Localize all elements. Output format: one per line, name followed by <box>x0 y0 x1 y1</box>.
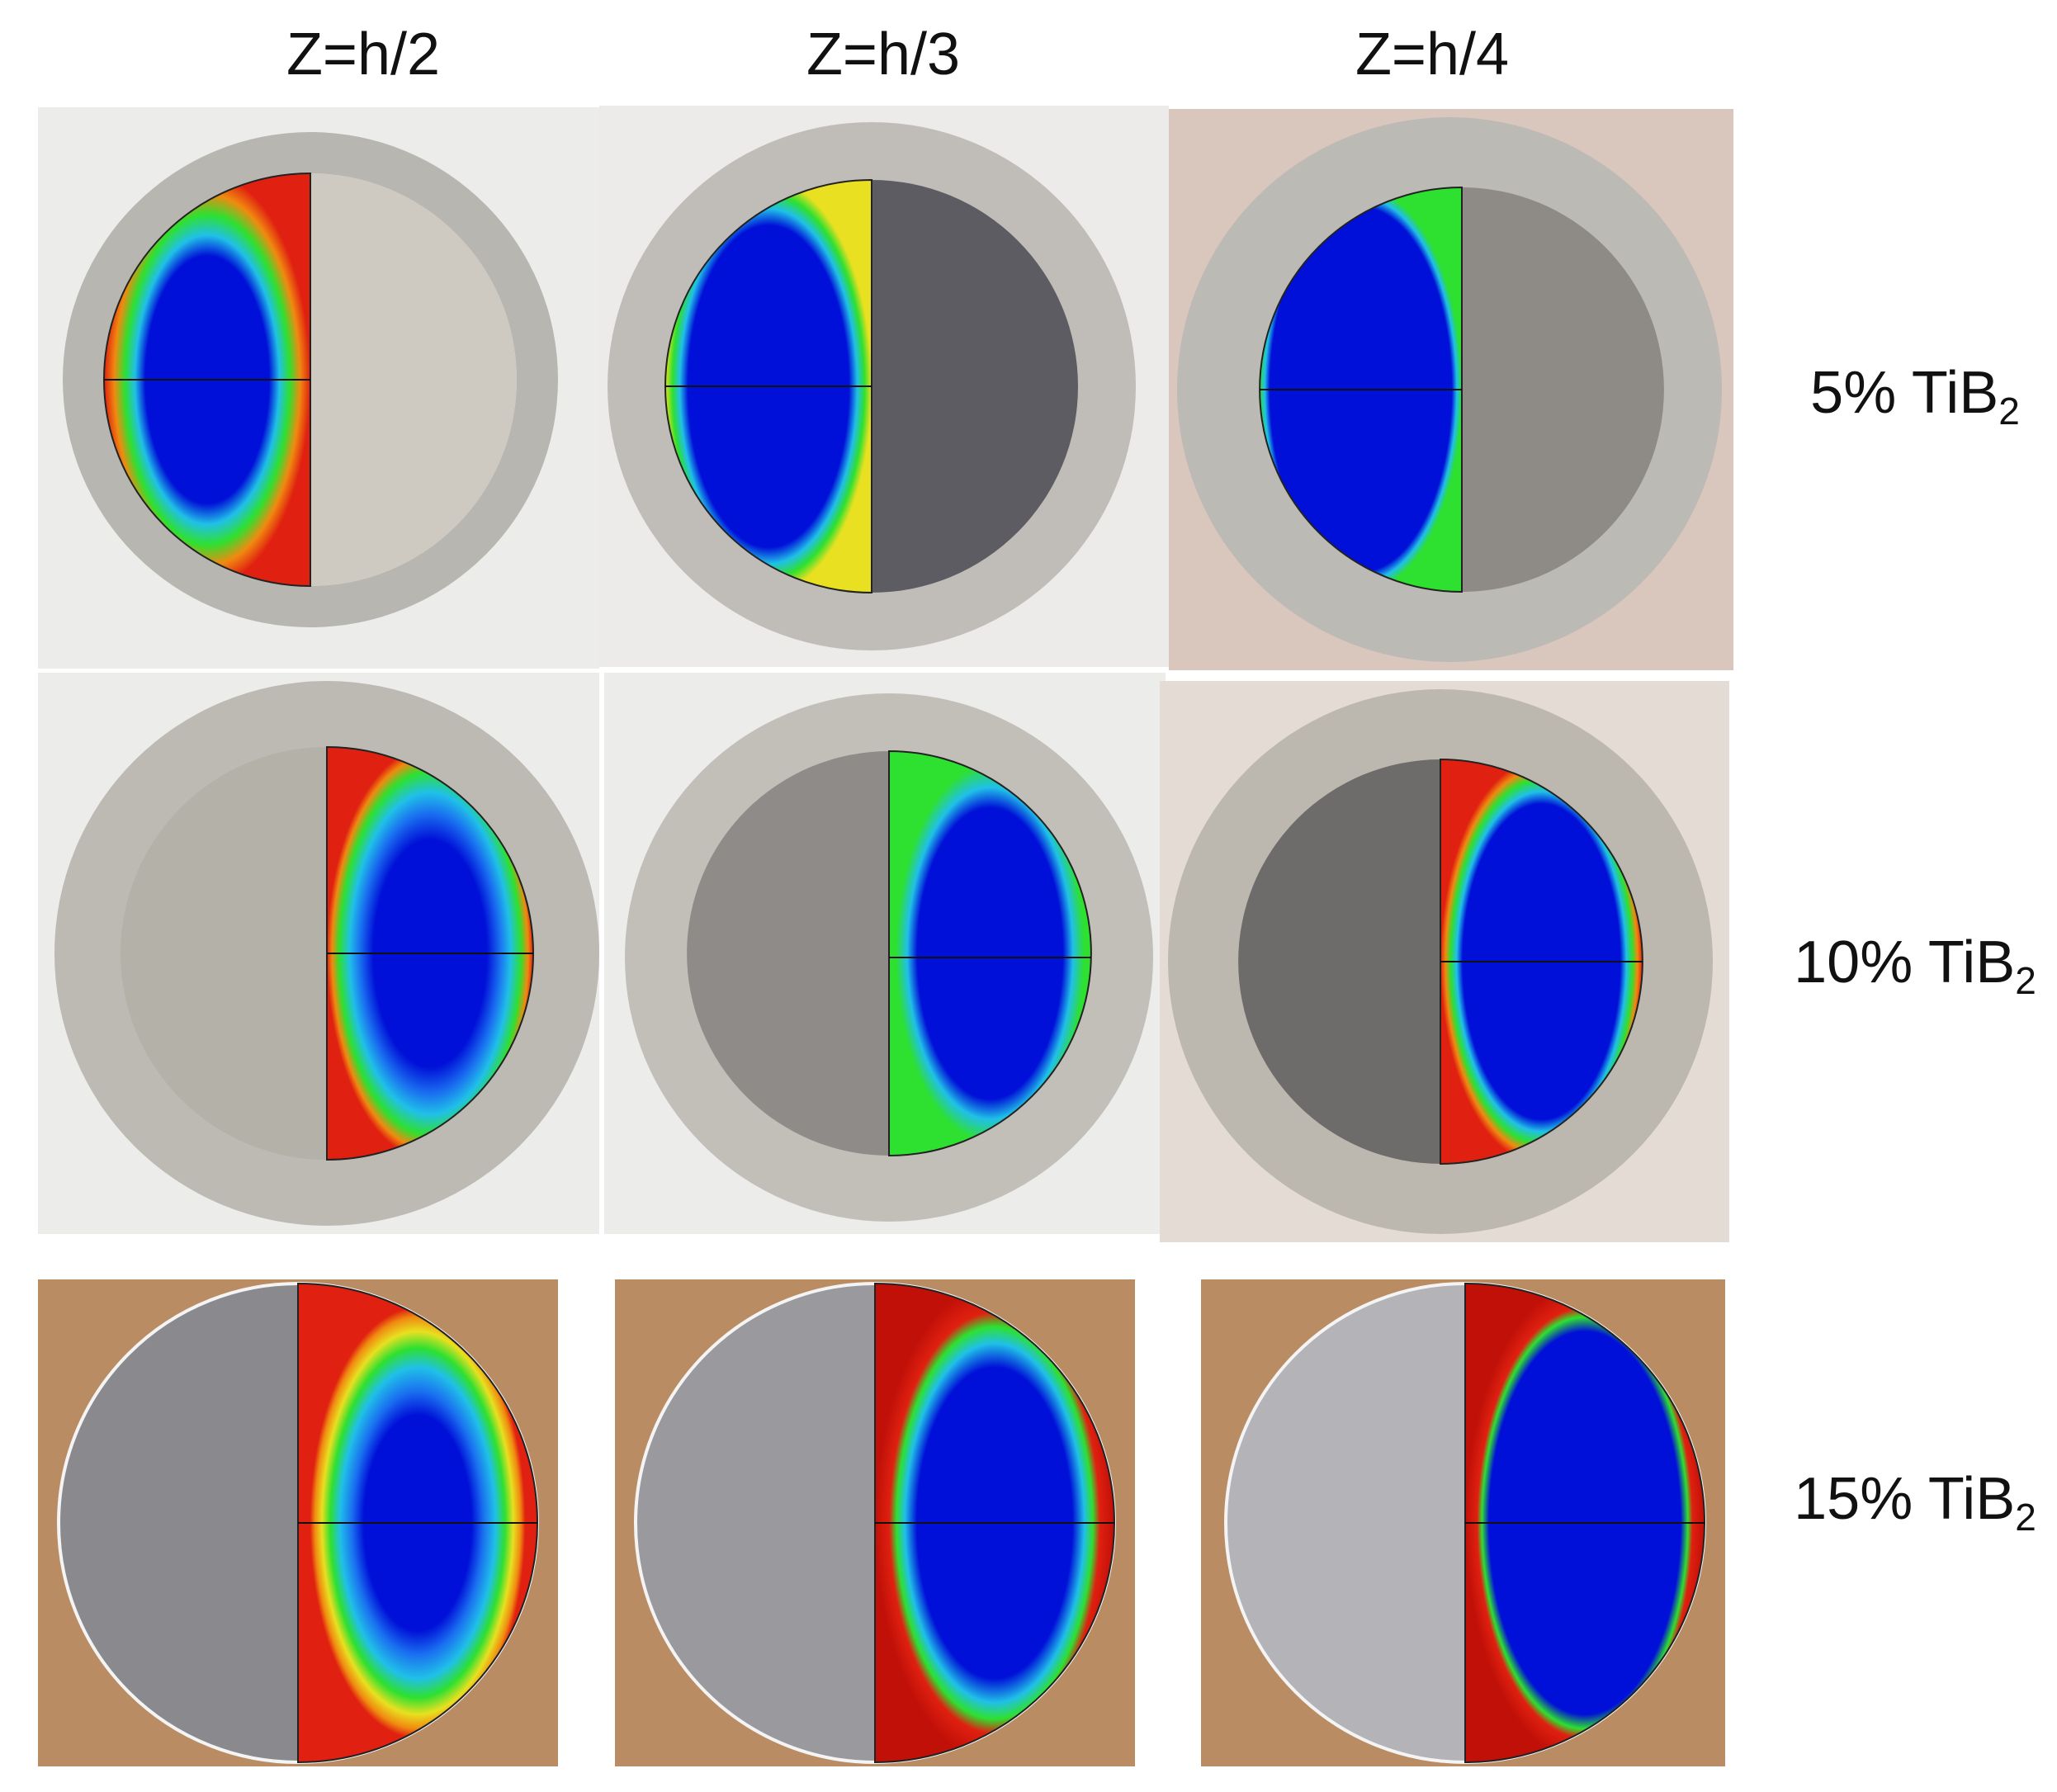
column-header-h2: Z=h/2 <box>286 21 441 87</box>
row-label-subscript: 2 <box>1998 390 2020 433</box>
row-label-15pct: 15% TiB2 <box>1783 1466 2047 1536</box>
row-label-text: 15% TiB <box>1794 1466 2016 1532</box>
column-header-h3: Z=h/3 <box>806 21 961 87</box>
specimen-photo-10pct-h4 <box>1160 681 1729 1242</box>
row-label-text: 10% TiB <box>1794 929 2016 995</box>
specimen-photo-10pct-h3 <box>604 673 1166 1234</box>
row-label-text: 5% TiB <box>1810 360 1999 426</box>
row-label-subscript: 2 <box>2015 959 2036 1002</box>
row-label-5pct: 5% TiB2 <box>1783 360 2047 430</box>
specimen-photo-15pct-h4 <box>1201 1279 1725 1766</box>
column-header-h4: Z=h/4 <box>1355 21 1510 87</box>
specimen-photo-5pct-h2 <box>38 107 599 669</box>
row-label-subscript: 2 <box>2015 1496 2036 1539</box>
specimen-photo-15pct-h2 <box>38 1279 558 1766</box>
specimen-photo-10pct-h2 <box>38 673 599 1234</box>
row-label-10pct: 10% TiB2 <box>1783 933 2047 1000</box>
specimen-photo-15pct-h3 <box>615 1279 1135 1766</box>
specimen-photo-5pct-h4 <box>1169 109 1733 670</box>
specimen-photo-5pct-h3 <box>599 106 1169 667</box>
